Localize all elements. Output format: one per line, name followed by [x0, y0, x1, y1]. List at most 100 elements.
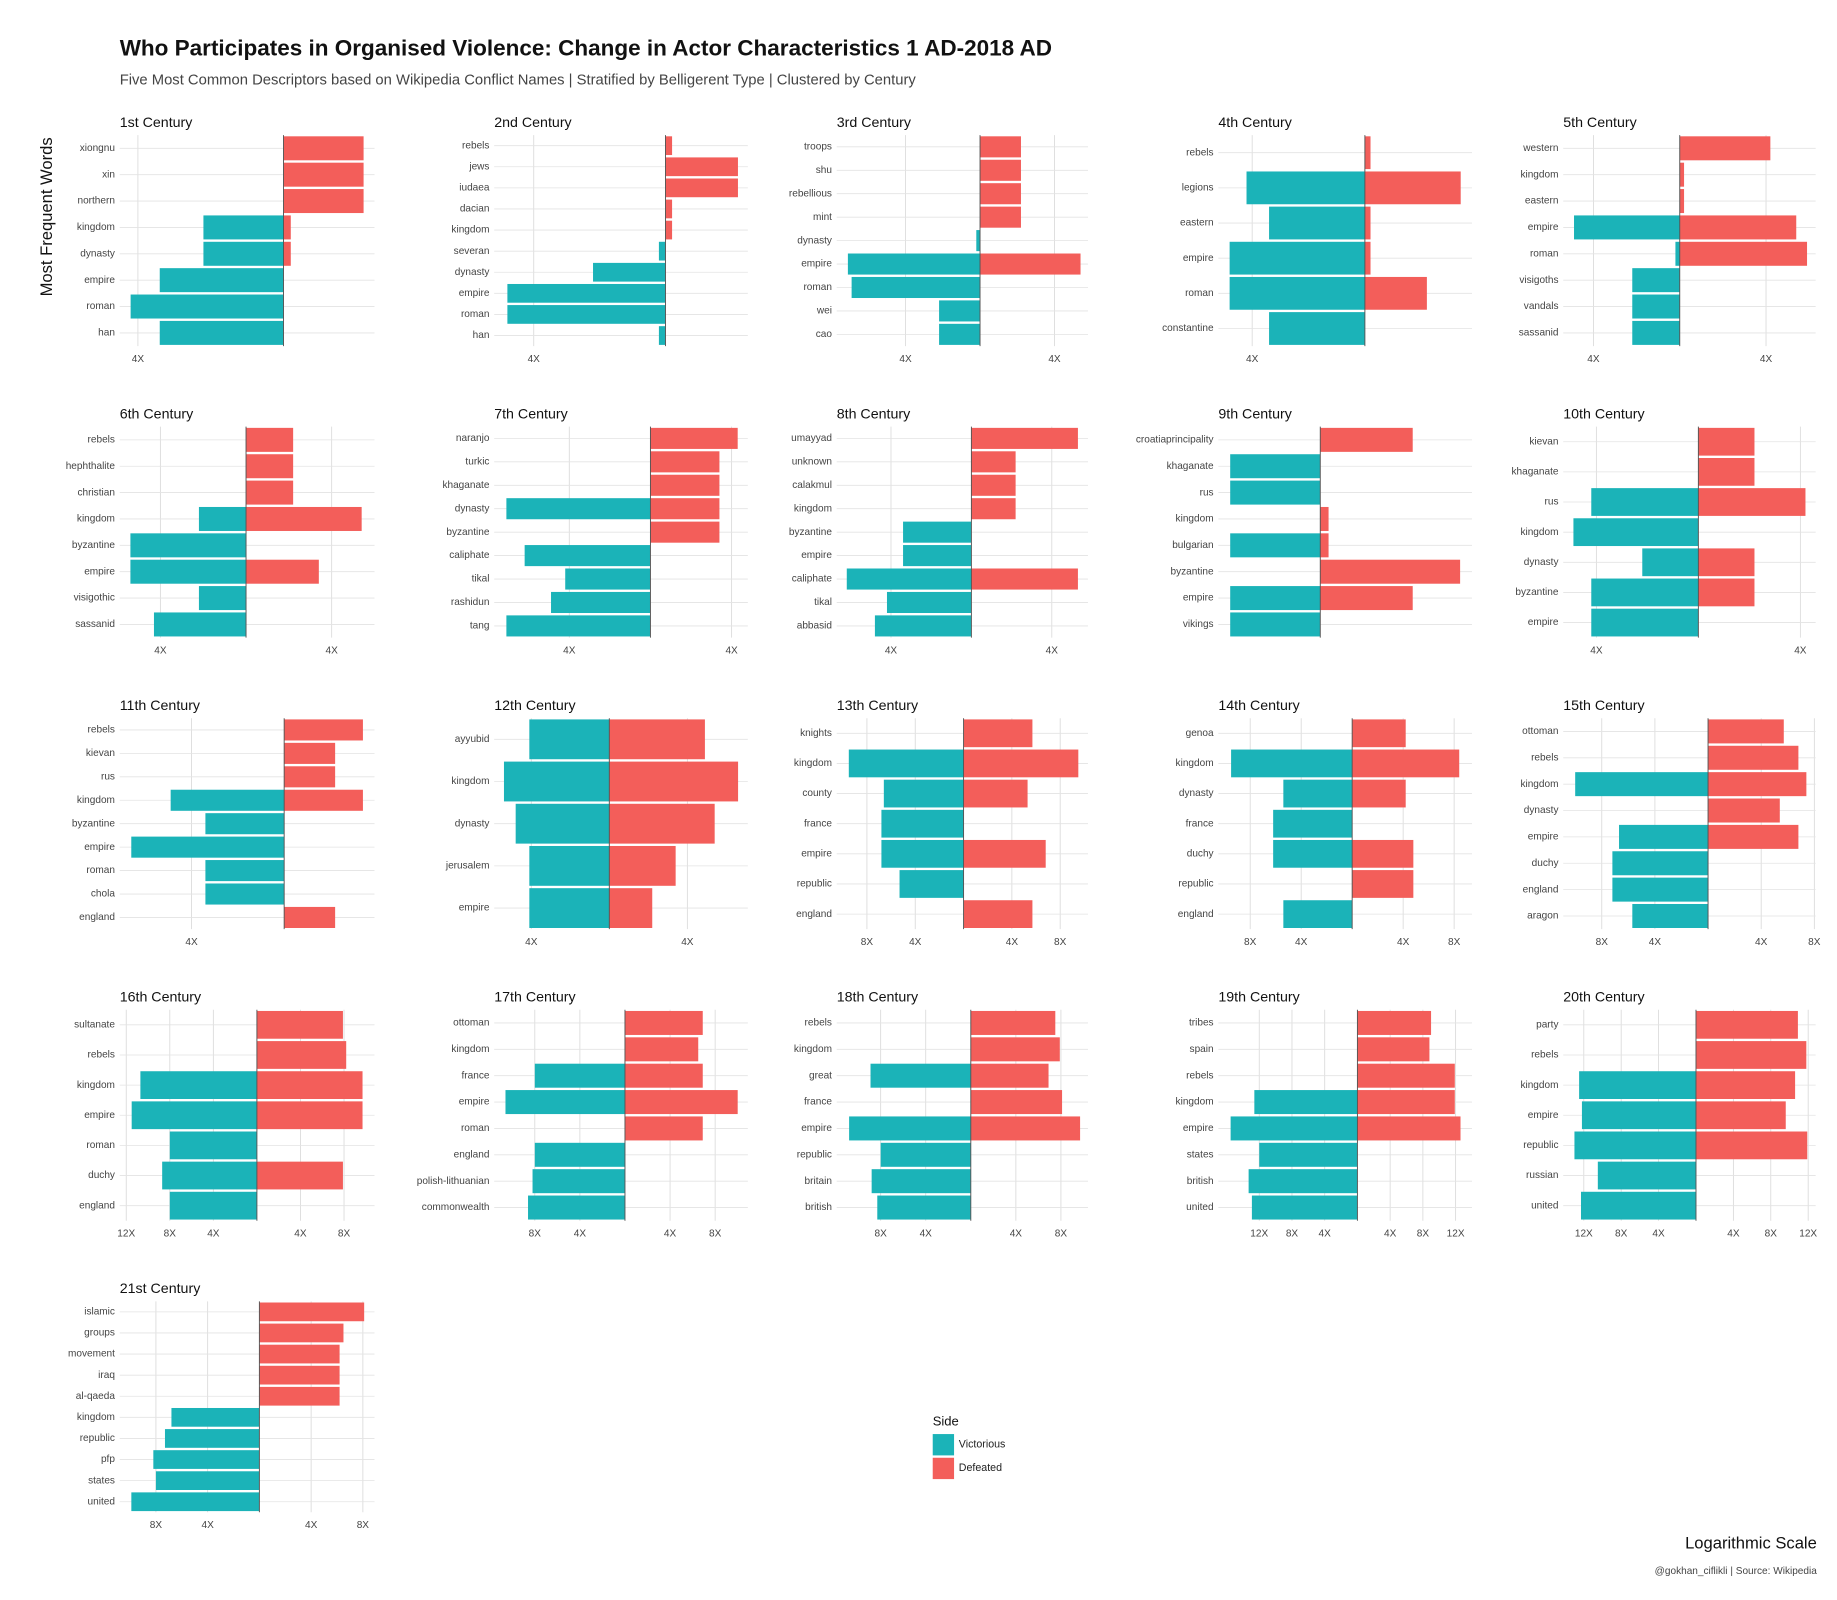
bar: [130, 294, 284, 319]
category-label: ottoman: [453, 1018, 489, 1029]
bar: [551, 591, 651, 614]
category-label: han: [473, 330, 490, 341]
bar: [1632, 268, 1680, 293]
bar: [1364, 171, 1461, 205]
bar: [284, 719, 363, 741]
bar: [1246, 171, 1365, 205]
category-label: roman: [803, 282, 832, 293]
bar: [665, 220, 673, 240]
category-label: great: [809, 1070, 832, 1081]
category-label: han: [98, 328, 115, 339]
category-label: kingdom: [77, 1080, 115, 1091]
bar: [624, 1116, 703, 1141]
category-label: rebels: [1531, 752, 1558, 763]
category-label: eastern: [1525, 196, 1559, 207]
x-tick-label: 8X: [1286, 1228, 1299, 1239]
bar: [980, 159, 1021, 181]
category-label: kingdom: [794, 758, 832, 769]
category-label: christian: [77, 487, 114, 498]
category-label: sassanid: [1519, 328, 1559, 339]
bar: [851, 276, 981, 299]
x-tick-label: 8X: [529, 1228, 542, 1239]
bar: [1679, 215, 1797, 240]
category-label: county: [802, 788, 833, 799]
category-label: states: [88, 1475, 115, 1486]
bar: [246, 480, 294, 505]
category-label: byzantine: [446, 527, 489, 538]
bar: [665, 157, 738, 177]
bar: [847, 253, 981, 275]
category-label: hephthalite: [66, 461, 116, 472]
x-tick-label: 4X: [1319, 1228, 1332, 1239]
category-label: roman: [86, 865, 115, 876]
x-tick-label: 8X: [1054, 937, 1067, 948]
bar: [1581, 1101, 1696, 1130]
bar: [1269, 206, 1365, 240]
category-label: kingdom: [794, 1044, 832, 1055]
bar: [939, 323, 981, 345]
category-label: france: [804, 1097, 832, 1108]
x-tick-label: 4X: [305, 1520, 318, 1531]
bar: [1612, 851, 1709, 876]
category-label: polish-lithuanian: [417, 1176, 490, 1187]
panel-title: 11th Century: [120, 698, 201, 714]
bar: [162, 1161, 257, 1190]
category-label: legions: [1182, 183, 1214, 194]
bar: [284, 742, 336, 764]
legend-title: Side: [933, 1414, 959, 1429]
bar: [506, 615, 651, 637]
x-tick-label: 8X: [150, 1520, 163, 1531]
category-label: chola: [91, 889, 115, 900]
panel-title: 14th Century: [1218, 698, 1300, 714]
bar: [1632, 903, 1709, 928]
panel-title: 10th Century: [1563, 407, 1645, 423]
category-label: dacian: [460, 204, 490, 215]
bar: [284, 906, 336, 928]
x-tick-label: 8X: [357, 1520, 370, 1531]
x-tick-label: 4X: [885, 645, 898, 656]
x-tick-label: 4X: [1397, 937, 1410, 948]
category-label: visigoths: [1519, 275, 1558, 286]
category-label: genoa: [1186, 728, 1214, 739]
category-label: kingdom: [1520, 779, 1558, 790]
bar: [130, 559, 247, 584]
category-label: xin: [102, 169, 115, 180]
x-tick-label: 4X: [1384, 1228, 1397, 1239]
panel-title: 6th Century: [120, 407, 194, 423]
bar: [205, 813, 285, 835]
bar: [1352, 719, 1406, 748]
bar: [256, 1041, 347, 1069]
bar: [1579, 1071, 1696, 1099]
category-label: kingdom: [1176, 758, 1214, 769]
bar: [870, 1063, 971, 1088]
bar: [506, 498, 651, 520]
bar: [164, 1429, 260, 1448]
category-label: republic: [797, 1149, 832, 1160]
category-label: kingdom: [77, 222, 115, 233]
x-tick-label: 4X: [681, 937, 694, 948]
bar: [256, 1010, 343, 1039]
bar: [1642, 548, 1699, 577]
category-label: kingdom: [451, 776, 489, 787]
category-label: england: [1523, 884, 1559, 895]
bar: [1352, 779, 1406, 808]
bar: [1698, 488, 1806, 516]
bar: [1632, 320, 1680, 345]
category-label: kingdom: [77, 795, 115, 806]
category-label: byzantine: [1515, 587, 1558, 598]
category-label: sassanid: [75, 619, 115, 630]
category-label: empire: [1528, 832, 1559, 843]
bar: [170, 789, 285, 811]
x-tick-label: 8X: [1808, 937, 1821, 948]
category-label: england: [454, 1149, 490, 1160]
bar: [1248, 1169, 1358, 1194]
bar: [1231, 749, 1353, 778]
bar: [971, 451, 1016, 473]
category-label: empire: [84, 1110, 115, 1121]
bar: [1283, 900, 1353, 928]
x-tick-label: 4X: [1652, 1228, 1665, 1239]
bar: [665, 136, 673, 156]
category-label: kingdom: [77, 514, 115, 525]
bar: [650, 427, 738, 449]
category-label: movement: [68, 1349, 115, 1360]
